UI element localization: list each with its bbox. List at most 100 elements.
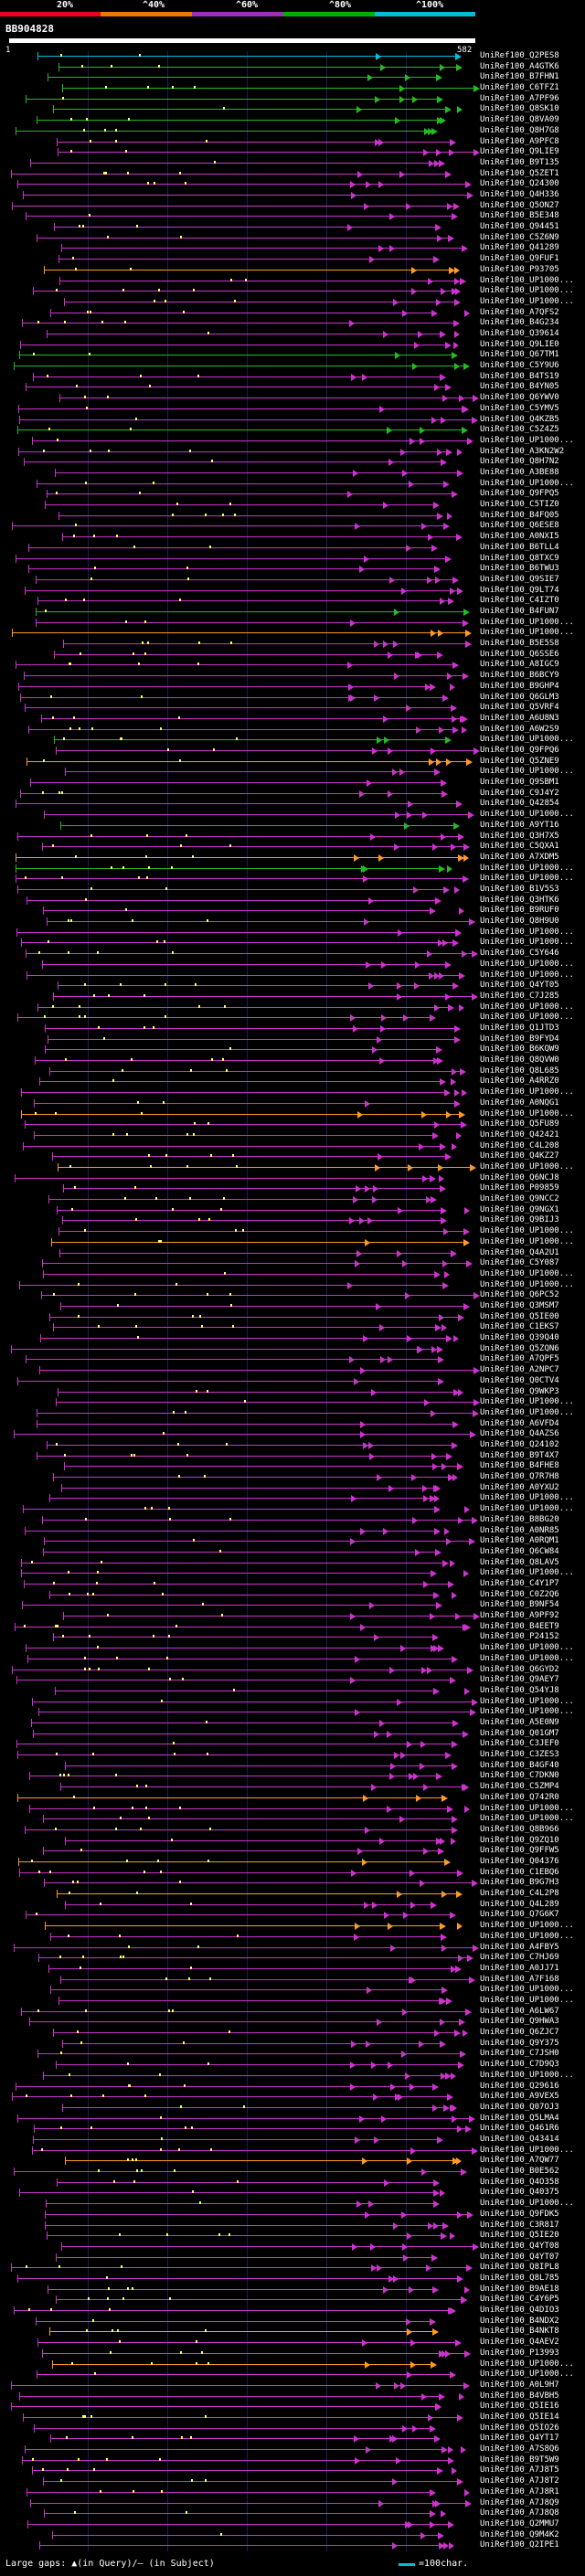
hit-label-link[interactable]: UniRef100_Q8QVW0 bbox=[480, 1055, 559, 1065]
hit-label-link[interactable]: UniRef100_Q4L289 bbox=[480, 1899, 559, 1909]
hit-label-link[interactable]: UniRef100_A0NR85 bbox=[480, 1525, 559, 1535]
hit-label-link[interactable]: UniRef100_A7QW77 bbox=[480, 2156, 559, 2166]
hit-label-link[interactable]: UniRef100_C9J4Y2 bbox=[480, 788, 559, 798]
hit-label-link[interactable]: UniRef100_B4TS19 bbox=[480, 371, 559, 381]
hit-label-link[interactable]: UniRef100_Q4YT08 bbox=[480, 2241, 559, 2251]
hit-label-link[interactable]: UniRef100_Q9LIE0 bbox=[480, 339, 559, 349]
hit-label-link[interactable]: UniRef100_B4FHE8 bbox=[480, 1461, 559, 1471]
hit-label-link[interactable]: UniRef100_UP1000... bbox=[480, 1226, 574, 1236]
hit-label-link[interactable]: UniRef100_B1V5S3 bbox=[480, 885, 559, 894]
hit-label-link[interactable]: UniRef100_Q4H336 bbox=[480, 190, 559, 199]
hit-label-link[interactable]: UniRef100_UP1000... bbox=[480, 286, 574, 296]
hit-label-link[interactable]: UniRef100_B6KQW9 bbox=[480, 1044, 559, 1055]
hit-label-link[interactable]: UniRef100_Q4A2U1 bbox=[480, 1247, 559, 1257]
hit-label-link[interactable]: UniRef100_Q9ZQ10 bbox=[480, 1835, 559, 1845]
hit-label-link[interactable]: UniRef100_Q6PC52 bbox=[480, 1290, 559, 1300]
hit-label-link[interactable]: UniRef100_Q4YT07 bbox=[480, 2252, 559, 2262]
hit-label-link[interactable]: UniRef100_B4VBH5 bbox=[480, 2390, 559, 2401]
hit-label-link[interactable]: UniRef100_UP1000... bbox=[480, 1504, 574, 1514]
hit-label-link[interactable]: UniRef100_UP1000... bbox=[480, 1268, 574, 1278]
hit-label-link[interactable]: UniRef100_Q04376 bbox=[480, 1857, 559, 1866]
hit-label-link[interactable]: UniRef100_UP1000... bbox=[480, 2145, 574, 2155]
hit-label-link[interactable]: UniRef100_C1EBQ6 bbox=[480, 1867, 559, 1877]
hit-label-link[interactable]: UniRef100_UP1000... bbox=[480, 959, 574, 969]
hit-label-link[interactable]: UniRef100_Q9LT74 bbox=[480, 585, 559, 595]
hit-label-link[interactable]: UniRef100_Q4YT05 bbox=[480, 981, 559, 991]
hit-label-link[interactable]: UniRef100_UP1000... bbox=[480, 874, 574, 884]
hit-label-link[interactable]: UniRef100_C4Y6P5 bbox=[480, 2295, 559, 2305]
hit-label-link[interactable]: UniRef100_Q5ZNE9 bbox=[480, 756, 559, 766]
hit-label-link[interactable]: UniRef100_UP1000... bbox=[480, 767, 574, 777]
hit-label-link[interactable]: UniRef100_C1EKS7 bbox=[480, 1322, 559, 1332]
hit-label-link[interactable]: UniRef100_UP1000... bbox=[480, 617, 574, 627]
hit-label-link[interactable]: UniRef100_UP1000... bbox=[480, 2199, 574, 2209]
hit-label-link[interactable]: UniRef100_Q6GLM3 bbox=[480, 692, 559, 702]
hit-label-link[interactable]: UniRef100_A4FBY5 bbox=[480, 1942, 559, 1952]
hit-label-link[interactable]: UniRef100_Q5LMA4 bbox=[480, 2113, 559, 2123]
hit-label-link[interactable]: UniRef100_UP1000... bbox=[480, 478, 574, 488]
hit-label-link[interactable]: UniRef100_A0NQG1 bbox=[480, 1097, 559, 1108]
hit-label-link[interactable]: UniRef100_Q29616 bbox=[480, 2081, 559, 2091]
hit-label-link[interactable]: UniRef100_C5Y087 bbox=[480, 1258, 559, 1268]
hit-label-link[interactable]: UniRef100_UP1000... bbox=[480, 1108, 574, 1118]
hit-label-link[interactable]: UniRef100_C4IZT0 bbox=[480, 596, 559, 606]
hit-label-link[interactable]: UniRef100_B4EET9 bbox=[480, 1621, 559, 1631]
hit-label-link[interactable]: UniRef100_B9G7H3 bbox=[480, 1878, 559, 1888]
hit-label-link[interactable]: UniRef100_Q7G6K7 bbox=[480, 1910, 559, 1920]
hit-label-link[interactable]: UniRef100_Q94451 bbox=[480, 222, 559, 232]
hit-label-link[interactable]: UniRef100_Q9SIE7 bbox=[480, 574, 559, 584]
hit-label-link[interactable]: UniRef100_Q5FU89 bbox=[480, 1119, 559, 1129]
hit-label-link[interactable]: UniRef100_C3ZES3 bbox=[480, 1750, 559, 1760]
hit-label-link[interactable]: UniRef100_Q40375 bbox=[480, 2188, 559, 2198]
hit-label-link[interactable]: UniRef100_B9T5W9 bbox=[480, 2454, 559, 2465]
hit-label-link[interactable]: UniRef100_Q7R7H8 bbox=[480, 1472, 559, 1482]
hit-label-link[interactable]: UniRef100_A0YXU2 bbox=[480, 1482, 559, 1492]
hit-label-link[interactable]: UniRef100_B4FQ05 bbox=[480, 510, 559, 520]
hit-label-link[interactable]: UniRef100_B9AE18 bbox=[480, 2284, 559, 2294]
hit-label-link[interactable]: UniRef100_UP1000... bbox=[480, 1996, 574, 2005]
hit-label-link[interactable]: UniRef100_A0JJ71 bbox=[480, 1963, 559, 1973]
hit-label-link[interactable]: UniRef100_A0RQM1 bbox=[480, 1536, 559, 1546]
hit-label-link[interactable]: UniRef100_Q8H7N2 bbox=[480, 457, 559, 467]
hit-label-link[interactable]: UniRef100_Q8B966 bbox=[480, 1824, 559, 1834]
hit-label-link[interactable]: UniRef100_UP1000... bbox=[480, 2369, 574, 2380]
hit-label-link[interactable]: UniRef100_Q9NGX1 bbox=[480, 1204, 559, 1214]
hit-label-link[interactable]: UniRef100_Q39614 bbox=[480, 329, 559, 338]
hit-label-link[interactable]: UniRef100_P93705 bbox=[480, 264, 559, 274]
hit-label-link[interactable]: UniRef100_A3KN2W2 bbox=[480, 446, 565, 456]
hit-label-link[interactable]: UniRef100_Q8L785 bbox=[480, 2274, 559, 2283]
hit-label-link[interactable]: UniRef100_Q9FPQ6 bbox=[480, 746, 559, 755]
hit-label-link[interactable]: UniRef100_A7J8T2 bbox=[480, 2476, 559, 2486]
hit-label-link[interactable]: UniRef100_B4NKT8 bbox=[480, 2327, 559, 2337]
hit-label-link[interactable]: UniRef100_B9T4X7 bbox=[480, 1450, 559, 1460]
hit-label-link[interactable]: UniRef100_A9YT16 bbox=[480, 820, 559, 830]
hit-label-link[interactable]: UniRef100_Q6YWV0 bbox=[480, 393, 559, 403]
hit-label-link[interactable]: UniRef100_UP1000... bbox=[480, 2359, 574, 2369]
hit-label-link[interactable]: UniRef100_Q9AEY7 bbox=[480, 1675, 559, 1685]
hit-label-link[interactable]: UniRef100_Q4AZS6 bbox=[480, 1429, 559, 1439]
hit-label-link[interactable]: UniRef100_A7F168 bbox=[480, 1974, 559, 1984]
hit-label-link[interactable]: UniRef100_C3R817 bbox=[480, 2220, 559, 2230]
hit-label-link[interactable]: UniRef100_Q2MMU7 bbox=[480, 2518, 559, 2528]
hit-label-link[interactable]: UniRef100_Q6SSE6 bbox=[480, 649, 559, 659]
hit-label-link[interactable]: UniRef100_Q5IE20 bbox=[480, 2231, 559, 2241]
hit-label-link[interactable]: UniRef100_B4G234 bbox=[480, 318, 559, 328]
hit-label-link[interactable]: UniRef100_B9FYD4 bbox=[480, 1034, 559, 1044]
hit-label-link[interactable]: UniRef100_Q24300 bbox=[480, 179, 559, 189]
hit-label-link[interactable]: UniRef100_UP1000... bbox=[480, 927, 574, 937]
hit-label-link[interactable]: UniRef100_UP1000... bbox=[480, 1707, 574, 1717]
hit-label-link[interactable]: UniRef100_B4NDX2 bbox=[480, 2316, 559, 2326]
hit-label-link[interactable]: UniRef100_Q01GM7 bbox=[480, 1728, 559, 1738]
hit-label-link[interactable]: UniRef100_UP1000... bbox=[480, 628, 574, 638]
hit-label-link[interactable]: UniRef100_Q9SBM1 bbox=[480, 778, 559, 788]
hit-label-link[interactable]: UniRef100_Q8H9U0 bbox=[480, 917, 559, 927]
hit-label-link[interactable]: UniRef100_Q9M4K2 bbox=[480, 2529, 559, 2539]
hit-label-link[interactable]: UniRef100_Q3HTK6 bbox=[480, 895, 559, 905]
hit-label-link[interactable]: UniRef100_A7J8Q8 bbox=[480, 2508, 559, 2518]
hit-label-link[interactable]: UniRef100_Q39Q40 bbox=[480, 1333, 559, 1343]
hit-label-link[interactable]: UniRef100_A8IGC9 bbox=[480, 660, 559, 670]
hit-label-link[interactable]: UniRef100_B6TLL4 bbox=[480, 542, 559, 552]
hit-label-link[interactable]: UniRef100_A7QPF5 bbox=[480, 1354, 559, 1364]
hit-label-link[interactable]: UniRef100_Q9FFW5 bbox=[480, 1846, 559, 1856]
hit-label-link[interactable]: UniRef100_Q4O358 bbox=[480, 2177, 559, 2187]
